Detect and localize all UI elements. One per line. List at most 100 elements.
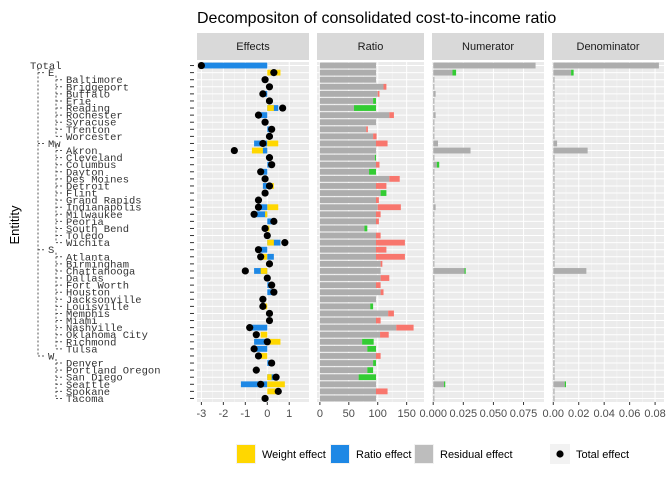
entity-label: Flint (66, 189, 98, 201)
base-bar (433, 246, 435, 253)
weight-effect-bar (267, 239, 274, 246)
ratio-decrease-bar (373, 98, 376, 104)
entity-label: Memphis (66, 309, 110, 321)
total-effect-point (257, 253, 265, 261)
base-bar (553, 197, 555, 204)
base-bar (553, 317, 555, 324)
entity-label: Nashville (66, 323, 123, 335)
ratio-increase-bar (375, 239, 405, 246)
base-bar (553, 367, 555, 374)
ratio-base-bar (319, 317, 376, 324)
ratio-base-bar (319, 190, 381, 196)
entity-label: E (48, 68, 54, 80)
total-effect-point (270, 217, 278, 225)
ratio-effect-bar (254, 345, 268, 352)
base-bar (433, 388, 435, 395)
ratio-increase-bar (380, 331, 389, 338)
entity-label: Columbus (66, 160, 116, 172)
entity-label: Trenton (66, 125, 110, 137)
base-bar (433, 303, 435, 310)
total-effect-point (250, 345, 258, 353)
total-effect-point (270, 69, 278, 77)
weight-effect-bar (267, 388, 281, 395)
ratio-base-bar (319, 353, 376, 359)
total-effect-point (263, 338, 271, 346)
total-effect-point (263, 231, 271, 240)
ratio-base-bar (319, 76, 376, 83)
base-bar (553, 331, 555, 338)
base-bar (433, 310, 435, 317)
weight-effect-bar (260, 353, 268, 359)
x-tick-label: 50 (343, 408, 355, 420)
base-bar (553, 275, 555, 281)
base-bar (553, 310, 555, 317)
total-effect-point (281, 239, 289, 247)
entity-label: Cleveland (66, 153, 123, 165)
base-bar (433, 168, 435, 175)
x-tick-label: 0.050 (480, 408, 508, 420)
base-bar (553, 175, 555, 182)
total-effect-point (254, 196, 263, 204)
base-bar (433, 331, 435, 338)
base-bar (433, 211, 435, 218)
ratio-increase-bar (375, 218, 379, 225)
ratio-base-bar (319, 338, 363, 345)
base-bar (433, 218, 435, 225)
base-bar (433, 197, 435, 204)
ratio-base-bar (319, 69, 376, 76)
ratio-base-bar (319, 388, 376, 395)
increase-bar (564, 381, 566, 388)
base-bar (433, 367, 435, 374)
entity-label: Oklahoma City (66, 330, 148, 342)
ratio-base-bar (319, 161, 376, 168)
total-effect-point (252, 366, 260, 374)
base-bar (553, 154, 555, 161)
ratio-increase-bar (375, 161, 380, 168)
total-effect-point (279, 104, 287, 112)
ratio-decrease-bar (354, 105, 376, 111)
ratio-decrease-bar (374, 154, 376, 161)
strip-numerator (432, 33, 544, 60)
ratio-base-bar (319, 331, 381, 338)
base-bar (553, 98, 555, 104)
ratio-base-bar (319, 381, 376, 388)
ratio-effect-bar (249, 324, 268, 331)
base-bar (553, 126, 555, 133)
panel-denominator: Denominator 0.00 0.02 0.04 0.06 0.08 (543, 33, 666, 420)
entity-label: Indianapolis (66, 203, 142, 215)
x-tick-label: 0.000 (419, 408, 447, 420)
base-bar (433, 90, 436, 97)
entity-label: South Bend (66, 224, 129, 236)
ratio-increase-bar (375, 211, 381, 218)
x-tick-label: 0.02 (568, 408, 589, 420)
strip-effects (197, 33, 309, 60)
base-bar (433, 395, 435, 402)
x-tick-label: 0 (317, 408, 323, 420)
entity-label: Birmingham (66, 259, 129, 271)
weight-effect-bar (267, 381, 285, 388)
base-bar (433, 62, 536, 69)
total-effect-point (268, 281, 276, 289)
base-bar (433, 289, 435, 296)
ratio-base-bar (319, 253, 376, 260)
base-bar (553, 388, 555, 395)
base-bar (433, 175, 435, 182)
base-bar (553, 211, 555, 218)
total-effect-point (261, 175, 269, 183)
ratio-increase-bar (389, 175, 400, 182)
ratio-base-bar (319, 112, 390, 119)
weight-effect-bar (267, 105, 274, 111)
total-effect-point (241, 267, 249, 275)
marks-denominator (553, 62, 659, 402)
base-bar (553, 360, 555, 366)
base-bar (553, 147, 588, 154)
base-bar (433, 154, 435, 161)
legend-swatch (331, 445, 349, 463)
entity-label: Milwaukee (66, 210, 123, 222)
entity-label: Mw (48, 139, 61, 151)
total-effect-point (257, 168, 265, 176)
total-effect-point (259, 302, 267, 310)
base-bar (553, 218, 555, 225)
total-effect-point (254, 111, 263, 119)
